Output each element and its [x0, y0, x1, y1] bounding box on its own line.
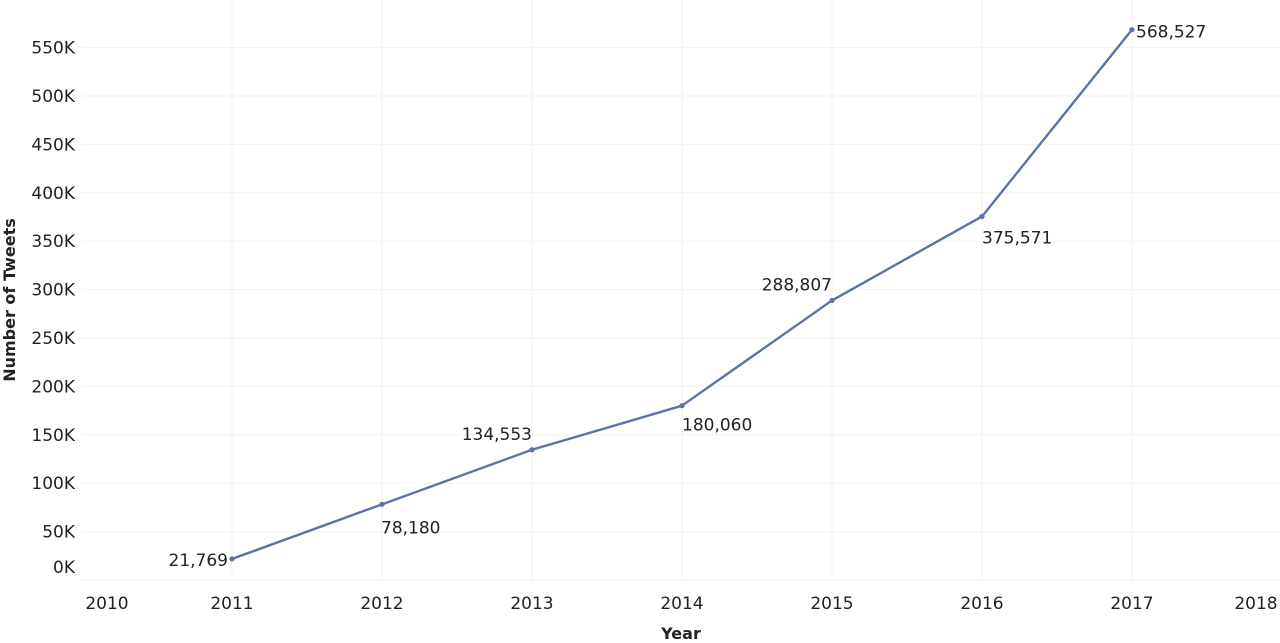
x-tick-label: 2012 — [360, 594, 403, 614]
data-label: 375,571 — [982, 228, 1052, 248]
y-tick-label: 100K — [31, 474, 75, 494]
x-tick-label: 2010 — [85, 594, 128, 614]
data-label: 134,553 — [462, 425, 532, 445]
y-tick-label: 150K — [31, 426, 75, 446]
x-axis-ticks: 2010 2011 2012 2013 2014 2015 2016 2017 2018 — [85, 594, 1277, 614]
y-axis-ticks: 0K 50K 100K 150K 200K 250K 300K 350K 400K 450K 500… — [31, 39, 75, 578]
data-label: 180,060 — [682, 416, 752, 436]
data-point-marker — [529, 447, 535, 453]
data-point-marker — [679, 403, 685, 409]
gridlines — [82, 0, 1280, 581]
data-label: 78,180 — [381, 518, 440, 538]
y-tick-label: 400K — [31, 184, 75, 204]
y-tick-label: 300K — [31, 281, 75, 301]
data-point-marker — [379, 501, 385, 507]
x-tick-label: 2017 — [1110, 594, 1153, 614]
x-tick-label: 2013 — [510, 594, 553, 614]
data-point-marker — [979, 213, 985, 220]
y-tick-label: 350K — [31, 232, 75, 252]
series-number-of-tweets — [229, 27, 1135, 562]
data-label: 568,527 — [1136, 23, 1206, 43]
y-tick-label: 50K — [42, 523, 76, 543]
data-label: 21,769 — [169, 551, 228, 571]
y-tick-label: 450K — [31, 135, 75, 155]
data-point-marker — [829, 297, 835, 304]
x-tick-label: 2016 — [960, 594, 1003, 614]
y-tick-label: 500K — [31, 87, 75, 107]
x-tick-label: 2014 — [660, 594, 703, 614]
y-tick-label: 250K — [31, 329, 75, 349]
y-tick-label: 0K — [53, 558, 76, 578]
data-label: 288,807 — [762, 275, 832, 295]
x-tick-label: 2018 — [1234, 594, 1277, 614]
x-tick-label: 2011 — [210, 594, 253, 614]
data-point-marker — [229, 556, 235, 562]
y-axis-title: Number of Tweets — [0, 218, 19, 382]
y-tick-label: 550K — [31, 39, 75, 59]
x-axis-title: Year — [660, 624, 701, 643]
data-point-marker — [1129, 27, 1135, 33]
y-tick-label: 200K — [31, 377, 75, 397]
data-labels: 21,769 78,180 134,553 180,060 288,807 375,571… — [169, 23, 1207, 571]
x-tick-label: 2015 — [810, 594, 853, 614]
